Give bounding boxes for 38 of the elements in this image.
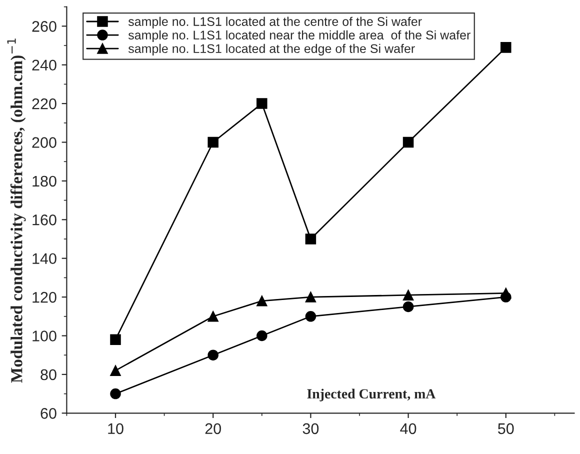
x-tick-label: 10 [108,423,124,434]
x-tick-label: 40 [400,423,416,434]
legend-label: sample no. L1S1 located at the centre of the Si wafer [128,16,422,28]
point [208,350,218,360]
point [402,136,414,148]
y-tick-label: 260 [32,21,56,32]
point [110,334,121,345]
point [110,365,121,376]
point [305,311,316,322]
point [500,292,512,302]
x-tick-label: 20 [205,423,221,434]
point [208,311,218,322]
y-tick-label: 120 [32,292,56,303]
point [256,296,268,306]
point [110,388,121,400]
y-tick-label: 160 [32,214,56,226]
point [402,290,414,300]
legend-label: sample no. L1S1 located at the edge of the Si wafer [128,44,415,56]
y-tick-label: 180 [32,176,56,187]
y-tick-label: 80 [40,369,56,380]
point [402,301,414,312]
y-axis-title: Modulated conductivity differences, (ohm.cm)$^{−1}$ [7,38,26,383]
point [305,234,316,244]
legend-label: sample no. L1S1 located near the middle area of the Si wafer [128,30,470,42]
x-tick-label: 50 [498,423,514,434]
x-axis-title: Injected Current, mA [307,388,436,402]
y-tick-label: 100 [32,330,56,342]
point [208,136,218,148]
y-tick-label: 200 [32,137,56,148]
point [500,42,512,53]
y-tick-label: 140 [32,253,56,264]
x-tick-label: 30 [302,423,319,434]
y-tick-label: 60 [40,408,56,419]
point [305,292,316,302]
point [256,330,268,342]
y-tick-label: 240 [32,60,56,71]
point [256,98,268,109]
y-tick-label: 220 [32,98,56,110]
